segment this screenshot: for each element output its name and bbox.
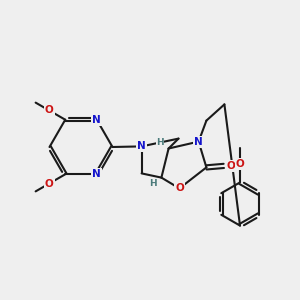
Text: H: H bbox=[149, 178, 157, 188]
Text: N: N bbox=[92, 169, 101, 179]
Text: O: O bbox=[45, 178, 53, 189]
Text: O: O bbox=[236, 159, 244, 169]
Text: O: O bbox=[175, 183, 184, 194]
Text: N: N bbox=[194, 136, 203, 147]
Text: N: N bbox=[92, 115, 101, 125]
Text: O: O bbox=[226, 161, 235, 171]
Text: O: O bbox=[45, 105, 53, 116]
Text: H: H bbox=[156, 138, 164, 147]
Text: N: N bbox=[137, 141, 146, 152]
